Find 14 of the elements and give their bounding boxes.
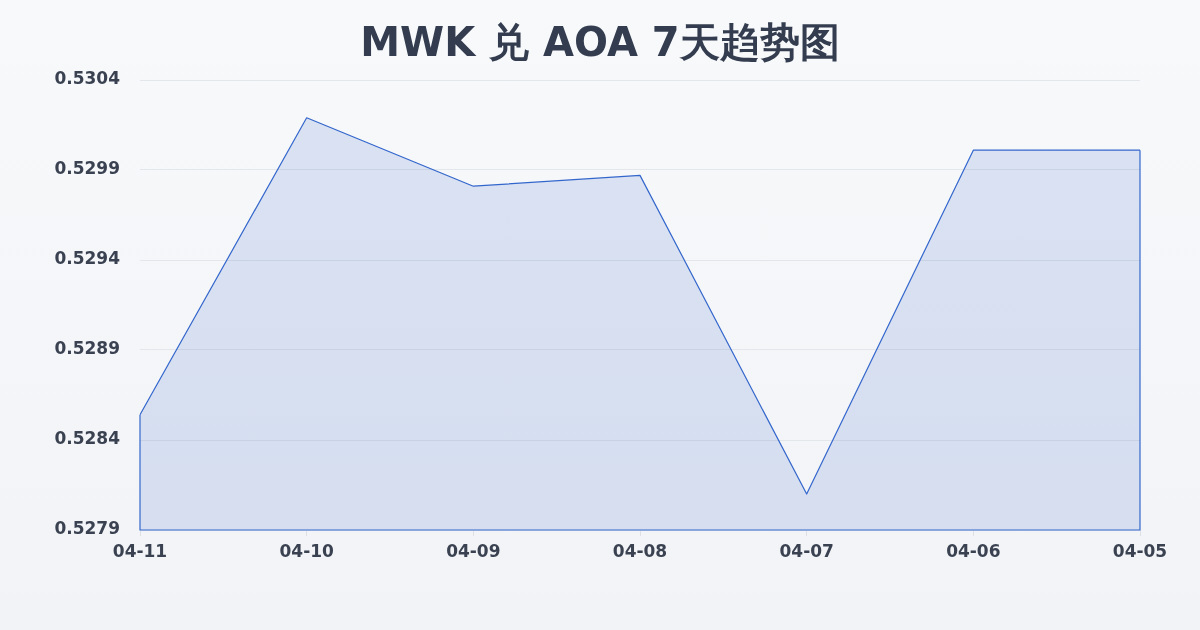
x-tick-label: 04-10	[279, 540, 335, 561]
x-tick-label: 04-09	[446, 540, 501, 561]
y-tick-label: 0.5299	[54, 158, 120, 179]
x-tick-label: 04-05	[1112, 540, 1168, 561]
y-tick-label: 0.5304	[54, 68, 121, 89]
chart-title: MWK 兑 AOA 7天趋势图	[359, 18, 841, 67]
x-tick-label: 04-07	[779, 540, 834, 561]
y-tick-label: 0.5289	[54, 338, 120, 359]
y-tick-label: 0.5284	[54, 428, 121, 449]
x-tick-label: 04-06	[946, 540, 1001, 561]
y-tick-label: 0.5294	[54, 248, 121, 269]
y-tick-label: 0.5279	[54, 518, 120, 539]
x-tick-label: 04-11	[112, 540, 168, 561]
x-tick-label: 04-08	[612, 540, 668, 561]
